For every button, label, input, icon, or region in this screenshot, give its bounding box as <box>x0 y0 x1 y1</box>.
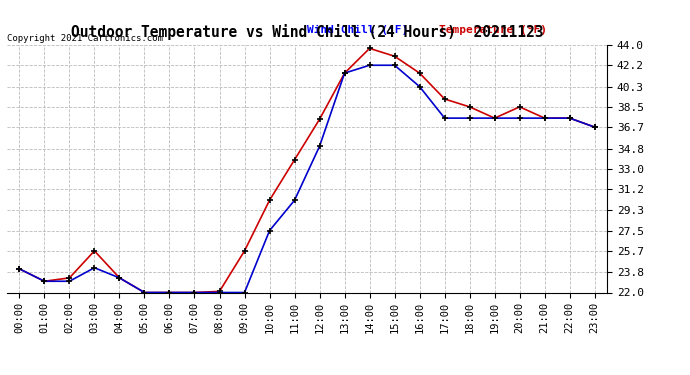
Text: Temperature (°F): Temperature (°F) <box>439 25 547 35</box>
Title: Outdoor Temperature vs Wind Chill (24 Hours)  20211123: Outdoor Temperature vs Wind Chill (24 Ho… <box>71 24 543 40</box>
Text: Copyright 2021 Cartronics.com: Copyright 2021 Cartronics.com <box>7 34 163 43</box>
Text: Wind Chill (°F): Wind Chill (°F) <box>307 25 408 35</box>
